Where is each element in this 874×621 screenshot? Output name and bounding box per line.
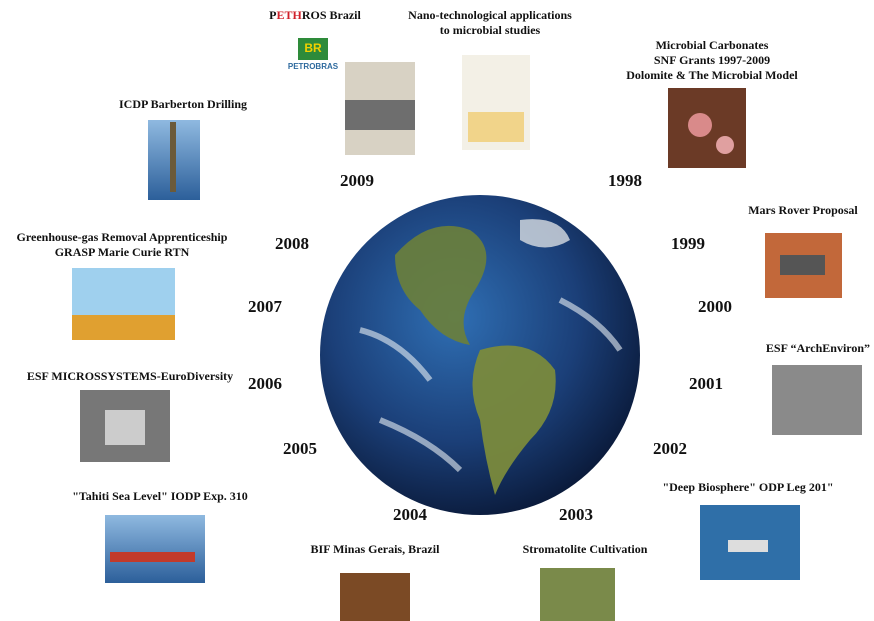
- project-label: Microbial Carbonates: [656, 38, 769, 52]
- year-label: 2009: [340, 171, 374, 190]
- year-label: 2003: [559, 505, 593, 524]
- logo-name: PETROBRAS: [288, 62, 339, 71]
- title-part: ROS Brazil: [302, 8, 362, 22]
- project-label: ICDP Barberton Drilling: [119, 97, 247, 111]
- project-title: PETHROS Brazil: [269, 8, 361, 22]
- project-label: "Deep Biosphere" ODP Leg 201": [662, 480, 833, 494]
- year-label: 2008: [275, 234, 309, 253]
- year-label: 1998: [608, 171, 642, 190]
- project-label: Greenhouse-gas Removal Apprenticeship: [17, 230, 228, 244]
- images: BR PETROBRAS: [72, 38, 862, 621]
- year-label: 2004: [393, 505, 428, 524]
- logo-mark: BR: [304, 41, 322, 55]
- project-label: to microbial studies: [440, 23, 541, 37]
- project-label: Mars Rover Proposal: [748, 203, 858, 217]
- project-label: Nano-technological applications: [408, 8, 572, 22]
- globe: [320, 195, 640, 515]
- project-label: Dolomite & The Microbial Model: [626, 68, 798, 82]
- project-label: Stromatolite Cultivation: [523, 542, 648, 556]
- year-label: 1999: [671, 234, 705, 253]
- year-label: 2006: [248, 374, 282, 393]
- title-part: ETH: [277, 8, 303, 22]
- year-label: 2007: [248, 297, 283, 316]
- project-label: SNF Grants 1997-2009: [654, 53, 770, 67]
- year-label: 2000: [698, 297, 732, 316]
- project-label: ESF “ArchEnviron”: [766, 341, 870, 355]
- year-label: 2002: [653, 439, 687, 458]
- project-label: GRASP Marie Curie RTN: [55, 245, 190, 259]
- year-label: 2005: [283, 439, 317, 458]
- project-label: ESF MICROSSYSTEMS-EuroDiversity: [27, 369, 233, 383]
- year-label: 2001: [689, 374, 723, 393]
- project-label: "Tahiti Sea Level" IODP Exp. 310: [72, 489, 248, 503]
- project-label: BIF Minas Gerais, Brazil: [311, 542, 441, 556]
- title-part: P: [269, 8, 276, 22]
